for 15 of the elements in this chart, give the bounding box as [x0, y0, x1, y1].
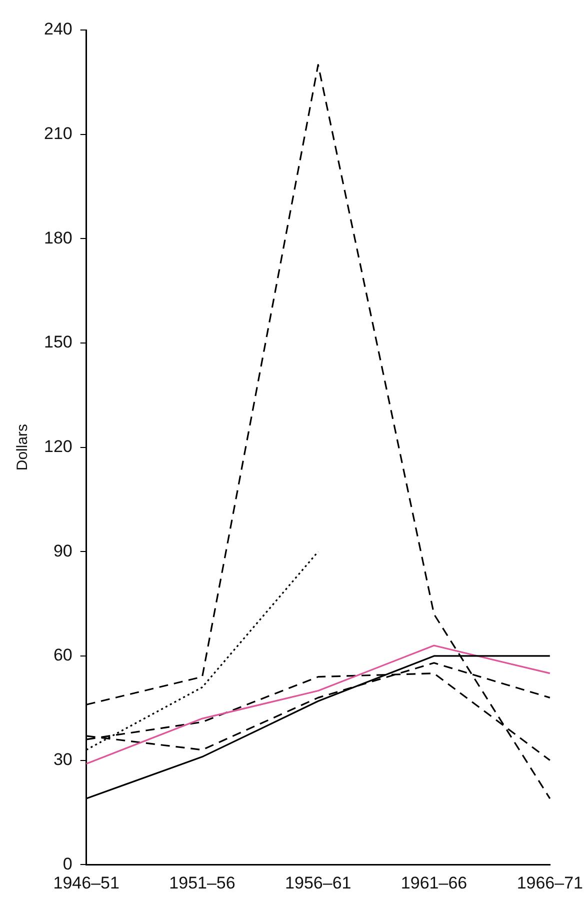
y-tick-label: 210: [44, 124, 72, 144]
y-tick-label: 60: [53, 646, 72, 665]
y-tick-label: 240: [44, 20, 72, 39]
x-tick-label: 1966–71: [516, 873, 584, 892]
x-tick-label: 1951–56: [169, 873, 236, 892]
x-tick-label: 1946–51: [53, 873, 120, 892]
y-tick-label: 180: [44, 228, 72, 248]
x-tick-label: 1961–66: [400, 873, 468, 892]
y-tick-label: 30: [53, 750, 72, 769]
y-axis-title: Dollars: [14, 424, 32, 471]
y-tick-label: 120: [44, 436, 72, 456]
y-tick-label: 0: [62, 854, 72, 874]
y-tick-label: 150: [44, 332, 72, 352]
x-tick-label: 1956–61: [285, 873, 352, 892]
y-tick-label: 90: [53, 541, 72, 560]
